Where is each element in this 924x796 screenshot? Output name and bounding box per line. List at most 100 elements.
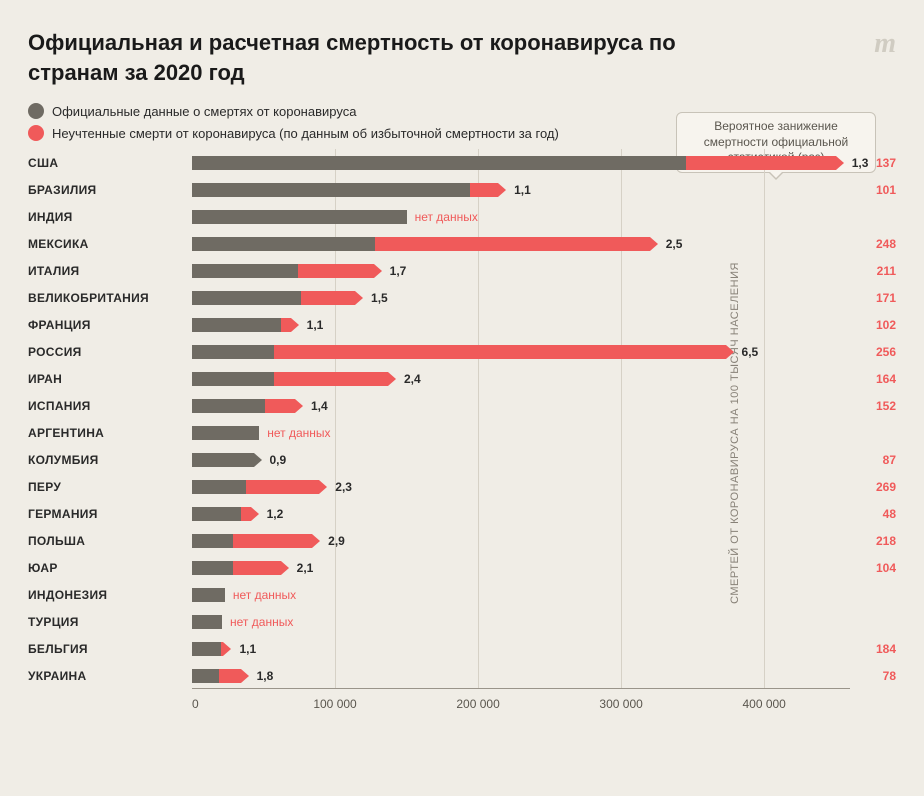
bar-official xyxy=(192,264,298,278)
bar-wrap: 0,9 xyxy=(192,453,850,467)
legend-swatch-excess xyxy=(28,125,44,141)
bar-tail-icon xyxy=(388,372,396,386)
bar-area: 1,1 xyxy=(192,635,850,662)
ratio-label: 1,2 xyxy=(267,507,284,521)
nodata-label: нет данных xyxy=(233,588,296,602)
bar-area: 2,1 xyxy=(192,554,850,581)
bar-tail-icon xyxy=(319,480,327,494)
bar-wrap: 1,4 xyxy=(192,399,850,413)
bar-official xyxy=(192,642,221,656)
bar-wrap: нет данных xyxy=(192,426,850,440)
bar-wrap: 1,1 xyxy=(192,183,850,197)
ratio-label: 1,1 xyxy=(514,183,531,197)
bar-area: 1,1 xyxy=(192,176,850,203)
bar-area: 2,3 xyxy=(192,473,850,500)
bar-area: 1,7 xyxy=(192,257,850,284)
country-label: РОССИЯ xyxy=(28,345,192,359)
bar-official xyxy=(192,372,274,386)
x-axis-ticks: 0100 000200 000300 000400 000 xyxy=(192,693,850,717)
bar-tail-icon xyxy=(312,534,320,548)
country-row: ЮАР2,1104 xyxy=(28,554,896,581)
country-label: КОЛУМБИЯ xyxy=(28,453,192,467)
bar-excess xyxy=(246,480,319,494)
ratio-label: 2,5 xyxy=(666,237,683,251)
bar-area: 1,8 xyxy=(192,662,850,689)
ratio-label: 2,3 xyxy=(335,480,352,494)
bar-official xyxy=(192,345,274,359)
bar-wrap: 2,5 xyxy=(192,237,850,251)
bar-tail-icon xyxy=(254,453,262,467)
bar-area: нет данных xyxy=(192,581,850,608)
per100k-value: 211 xyxy=(850,264,896,278)
ratio-label: 1,1 xyxy=(239,642,256,656)
legend-swatch-official xyxy=(28,103,44,119)
bar-official xyxy=(192,237,375,251)
bar-area: нет данных xyxy=(192,419,850,446)
bar-wrap: нет данных xyxy=(192,588,850,602)
country-label: ГЕРМАНИЯ xyxy=(28,507,192,521)
country-label: МЕКСИКА xyxy=(28,237,192,251)
ratio-label: 1,7 xyxy=(390,264,407,278)
bar-excess xyxy=(241,507,251,521)
bar-official xyxy=(192,156,686,170)
legend-excess-label: Неучтенные смерти от коронавируса (по да… xyxy=(52,126,559,141)
bar-area: 1,3 xyxy=(192,149,850,176)
country-label: УКРАИНА xyxy=(28,669,192,683)
ratio-label: 2,4 xyxy=(404,372,421,386)
bar-tail-icon xyxy=(251,507,259,521)
x-tick-label: 400 000 xyxy=(742,697,785,711)
bar-official xyxy=(192,426,259,440)
bar-excess xyxy=(375,237,650,251)
country-label: ТУРЦИЯ xyxy=(28,615,192,629)
bar-wrap: 2,3 xyxy=(192,480,850,494)
country-label: ИНДОНЕЗИЯ xyxy=(28,588,192,602)
bar-tail-icon xyxy=(281,561,289,575)
bar-area: 1,5 xyxy=(192,284,850,311)
country-label: БЕЛЬГИЯ xyxy=(28,642,192,656)
bar-official xyxy=(192,399,265,413)
per100k-value: 164 xyxy=(850,372,896,386)
x-axis: 0100 000200 000300 000400 000 xyxy=(28,693,896,717)
bar-tail-icon xyxy=(374,264,382,278)
x-axis-baseline xyxy=(192,688,850,689)
bar-wrap: 6,5 xyxy=(192,345,850,359)
bar-tail-icon xyxy=(498,183,506,197)
per100k-value: 269 xyxy=(850,480,896,494)
chart-title: Официальная и расчетная смертность от ко… xyxy=(28,28,728,87)
country-row: ИСПАНИЯ1,4152 xyxy=(28,392,896,419)
bar-area: 2,5 xyxy=(192,230,850,257)
country-label: ИНДИЯ xyxy=(28,210,192,224)
country-label: ЮАР xyxy=(28,561,192,575)
country-row: УКРАИНА1,878 xyxy=(28,662,896,689)
country-row: ТУРЦИЯнет данных xyxy=(28,608,896,635)
country-label: США xyxy=(28,156,192,170)
ratio-label: 6,5 xyxy=(742,345,759,359)
bar-excess xyxy=(219,669,240,683)
bar-official xyxy=(192,210,407,224)
bar-wrap: нет данных xyxy=(192,210,850,224)
per100k-value: 48 xyxy=(850,507,896,521)
country-row: РОССИЯ6,5256 xyxy=(28,338,896,365)
ratio-label: 1,1 xyxy=(307,318,324,332)
bar-excess xyxy=(470,183,499,197)
per100k-value: 102 xyxy=(850,318,896,332)
country-row: ГЕРМАНИЯ 1,2 48 xyxy=(28,500,896,527)
ratio-label: 0,9 xyxy=(270,453,287,467)
bar-area: 6,5 xyxy=(192,338,850,365)
bar-excess xyxy=(281,318,291,332)
country-row: ИТАЛИЯ 1,7 211 xyxy=(28,257,896,284)
bar-area: 2,9 xyxy=(192,527,850,554)
bar-wrap: нет данных xyxy=(192,615,850,629)
country-label: ИТАЛИЯ xyxy=(28,264,192,278)
ratio-label: 1,8 xyxy=(257,669,274,683)
bar-excess xyxy=(265,399,295,413)
bar-excess xyxy=(298,264,374,278)
bar-excess xyxy=(274,345,726,359)
bar-area: нет данных xyxy=(192,203,850,230)
bar-excess xyxy=(301,291,355,305)
country-row: БРАЗИЛИЯ1,1101 xyxy=(28,176,896,203)
bar-area: нет данных xyxy=(192,608,850,635)
bar-excess xyxy=(686,156,836,170)
per100k-value: 87 xyxy=(850,453,896,467)
per100k-value: 248 xyxy=(850,237,896,251)
